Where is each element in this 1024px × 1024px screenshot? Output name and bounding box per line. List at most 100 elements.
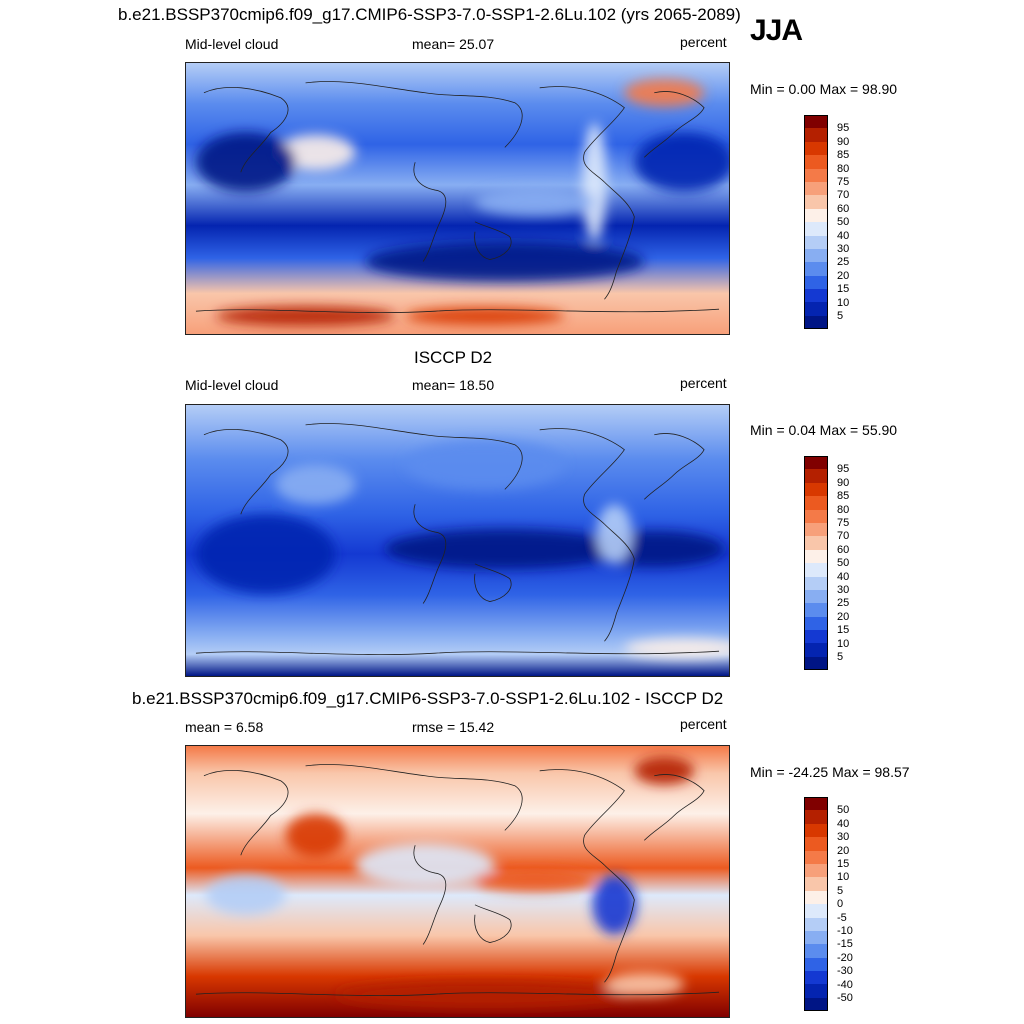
panel3-title: b.e21.BSSP370cmip6.f09_g17.CMIP6-SSP3-7.… — [132, 689, 724, 708]
colorbar-swatch — [804, 482, 828, 497]
colorbar-tick-label: 5 — [837, 310, 844, 322]
colorbar-tick-label: 5 — [837, 651, 844, 663]
colorbar-tick-label: 90 — [837, 476, 850, 489]
colorbar-swatch — [804, 496, 828, 510]
colorbar-tick-label: 0 — [837, 898, 844, 911]
season-label: JJA — [750, 14, 803, 47]
colorbar-swatch — [804, 195, 828, 209]
colorbar-tick-label: 50 — [837, 216, 850, 229]
colorbar-swatch — [804, 957, 828, 972]
colorbar-tick-label: 15 — [837, 624, 850, 637]
colorbar-tick-label: 75 — [837, 176, 850, 188]
colorbar-swatch — [804, 509, 828, 523]
colorbar-swatch — [804, 589, 828, 604]
colorbar-swatch — [804, 275, 828, 290]
colorbar-swatch — [804, 235, 828, 249]
colorbar-swatch — [804, 522, 828, 537]
colorbar-swatch — [804, 168, 828, 182]
colorbar-swatch — [804, 616, 828, 631]
colorbar-swatch — [804, 997, 828, 1012]
colorbar-tick-label: 40 — [837, 570, 850, 583]
colorbar-swatch — [804, 890, 828, 905]
colorbar-tick-label: 70 — [837, 530, 850, 543]
panel3-minmax-label: Min = -24.25 Max = 98.57 — [750, 764, 910, 780]
colorbar-swatch — [804, 971, 828, 985]
panel3-units-label: percent — [680, 716, 727, 732]
colorbar-swatch — [804, 917, 828, 931]
colorbar-tick-label: 15 — [837, 858, 850, 870]
colorbar-swatch — [804, 944, 828, 958]
colorbar-swatch — [804, 315, 828, 330]
panel3-rmse-label: rmse = 15.42 — [412, 719, 495, 735]
colorbar-swatch — [804, 222, 828, 236]
colorbar-swatch — [804, 630, 828, 644]
colorbar-tick-label: -50 — [837, 992, 853, 1004]
colorbar-swatch — [804, 115, 828, 129]
panel2-title: ISCCP D2 — [414, 348, 493, 367]
colorbar-swatch — [804, 603, 828, 617]
colorbar-tick-label: 50 — [837, 557, 850, 570]
colorbar-swatch — [804, 930, 828, 945]
panel1-mean-label: mean= 25.07 — [412, 36, 495, 52]
colorbar-tick-label: 20 — [837, 844, 850, 857]
panel3-map — [185, 745, 730, 1018]
colorbar-swatch — [804, 563, 828, 577]
colorbar-tick-label: 80 — [837, 503, 850, 516]
colorbar-tick-label: 85 — [837, 490, 850, 503]
colorbar-swatch — [804, 262, 828, 276]
colorbar-tick-label: 30 — [837, 243, 850, 255]
colorbar-tick-label: 10 — [837, 296, 850, 309]
colorbar-tick-label: 40 — [837, 229, 850, 242]
panel2-units-label: percent — [680, 375, 727, 391]
colorbar-tick-label: -40 — [837, 978, 853, 991]
colorbar-tick-label: 85 — [837, 149, 850, 162]
colorbar-swatch — [804, 141, 828, 156]
colorbar-tick-label: 25 — [837, 597, 850, 610]
panel2-map — [185, 404, 730, 677]
colorbar-swatch — [804, 797, 828, 811]
colorbar-swatch — [804, 837, 828, 851]
colorbar-tick-label: 70 — [837, 189, 850, 202]
colorbar-tick-label: 40 — [837, 817, 850, 830]
panel1-colorbar — [804, 115, 828, 330]
colorbar-tick-label: 10 — [837, 871, 850, 884]
colorbar-swatch — [804, 181, 828, 196]
panel2-variable-label: Mid-level cloud — [185, 377, 279, 393]
panel2-minmax-label: Min = 0.04 Max = 55.90 — [750, 422, 898, 438]
panel1-map — [185, 62, 730, 335]
colorbar-swatch — [804, 128, 828, 142]
panel1-title: b.e21.BSSP370cmip6.f09_g17.CMIP6-SSP3-7.… — [118, 5, 741, 24]
colorbar-tick-label: 50 — [837, 804, 850, 817]
colorbar-swatch — [804, 810, 828, 824]
colorbar-tick-label: 95 — [837, 122, 850, 135]
colorbar-tick-label: 30 — [837, 584, 850, 596]
colorbar-swatch — [804, 643, 828, 657]
colorbar-tick-label: -10 — [837, 925, 853, 937]
colorbar-swatch — [804, 536, 828, 550]
colorbar-swatch — [804, 576, 828, 590]
colorbar-tick-label: 15 — [837, 283, 850, 296]
colorbar-swatch — [804, 302, 828, 316]
colorbar-tick-label: -5 — [837, 911, 847, 924]
colorbar-tick-label: 95 — [837, 463, 850, 476]
colorbar-swatch — [804, 469, 828, 483]
colorbar-tick-label: -15 — [837, 938, 853, 951]
panel2-mean-label: mean= 18.50 — [412, 377, 495, 393]
colorbar-swatch — [804, 289, 828, 303]
panel2-colorbar — [804, 456, 828, 671]
colorbar-swatch — [804, 904, 828, 918]
colorbar-swatch — [804, 248, 828, 263]
colorbar-tick-label: 10 — [837, 637, 850, 650]
colorbar-tick-label: 25 — [837, 256, 850, 269]
colorbar-swatch — [804, 456, 828, 470]
colorbar-tick-label: 5 — [837, 884, 844, 897]
colorbar-swatch — [804, 656, 828, 671]
panel1-minmax-label: Min = 0.00 Max = 98.90 — [750, 81, 898, 97]
colorbar-tick-label: 60 — [837, 543, 850, 556]
colorbar-swatch — [804, 863, 828, 878]
colorbar-swatch — [804, 850, 828, 864]
colorbar-tick-label: 90 — [837, 135, 850, 148]
colorbar-tick-label: 20 — [837, 269, 850, 282]
colorbar-swatch — [804, 155, 828, 169]
colorbar-swatch — [804, 549, 828, 564]
